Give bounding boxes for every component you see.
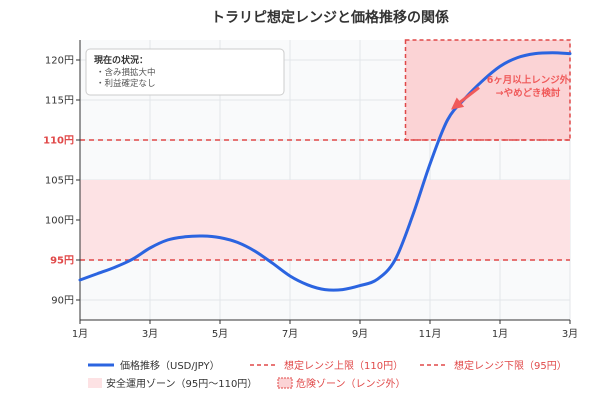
- y-tick-label: 95円: [50, 255, 74, 267]
- y-tick-label: 105円: [45, 176, 74, 187]
- price-line: [78, 51, 572, 292]
- status-note: 現在の状況： ・含み損拡大中 ・利益確定なし: [85, 48, 285, 96]
- status-note-line: ・利益確定なし: [96, 78, 156, 89]
- legend-label-price: 価格推移（USD/JPY）: [120, 359, 220, 372]
- annotation-arrow-head: [451, 97, 465, 110]
- x-tick-label: 1月: [492, 328, 508, 340]
- x-tick-label: 1月: [72, 328, 88, 340]
- legend-label-lower: 想定レンジ下限（95円）: [454, 359, 567, 372]
- legend-label-safe-zone: 安全運用ゾーン（95円〜110円）: [106, 377, 257, 390]
- chart-title: トラリピ想定レンジと価格推移の関係: [211, 9, 449, 26]
- y-tick-label: 115円: [45, 96, 74, 107]
- x-tick-label: 3月: [562, 328, 578, 340]
- x-tick-label: 7月: [282, 328, 298, 340]
- series: [78, 51, 572, 292]
- annotation-arrow-shaft: [456, 86, 480, 106]
- status-note-line: ・含み損拡大中: [96, 67, 156, 78]
- x-tick-label: 11月: [419, 328, 442, 340]
- annotation-line: →やめどき検討: [496, 87, 561, 99]
- x-tick-label: 3月: [142, 328, 158, 340]
- y-tick-label: 90円: [51, 296, 74, 307]
- status-note-box: [85, 48, 285, 96]
- x-tick-label: 5月: [212, 328, 228, 340]
- y-tick-label: 120円: [45, 56, 74, 67]
- reference-lines: [80, 139, 570, 261]
- axes: 90円 95円 100円 105円 110円 115円 120円 1月 3月 5月 7月 9月 11月 1…: [43, 40, 578, 340]
- legend-label-upper: 想定レンジ上限（110円）: [284, 359, 403, 372]
- status-note-title: 現在の状況：: [94, 54, 148, 66]
- y-tick-label: 100円: [45, 216, 74, 227]
- legend: 価格推移（USD/JPY） 想定レンジ上限（110円） 想定レンジ下限（95円）…: [88, 359, 567, 390]
- annotation-line: 6ヶ月以上レンジ外: [487, 74, 570, 86]
- x-tick-label: 9月: [352, 328, 368, 340]
- safe-zone: [80, 180, 570, 260]
- legend-swatch-safe-zone: [88, 378, 102, 388]
- annotation: 6ヶ月以上レンジ外 →やめどき検討: [451, 74, 570, 110]
- y-tick-label: 110円: [43, 135, 74, 147]
- legend-label-danger-zone: 危険ゾーン（レンジ外）: [296, 378, 406, 390]
- legend-swatch-danger-zone: [277, 377, 293, 389]
